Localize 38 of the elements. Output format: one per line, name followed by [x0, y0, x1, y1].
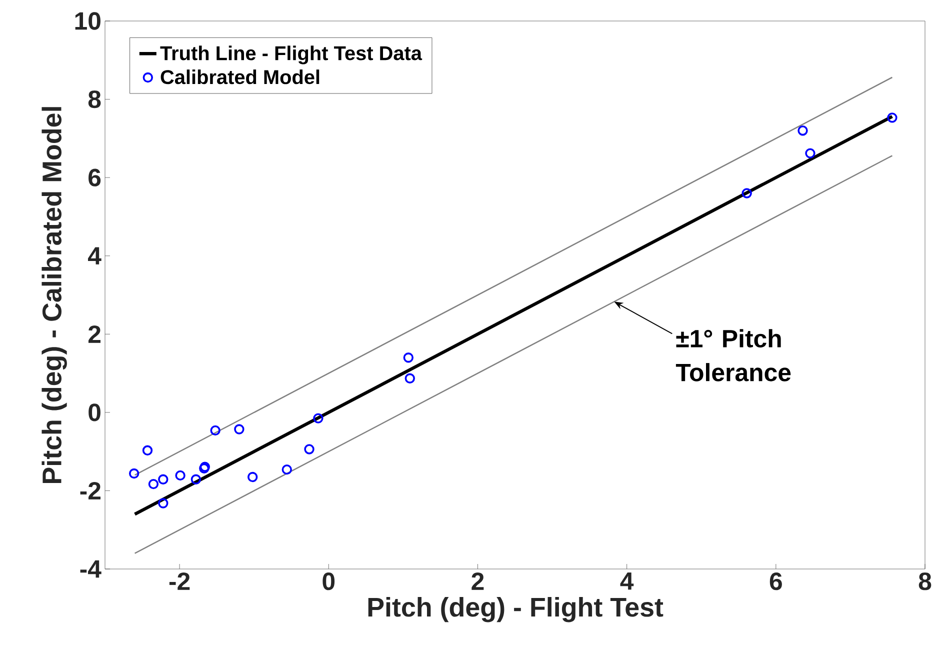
y-tick-label: 6	[88, 168, 101, 186]
y-tick-label: 4	[88, 247, 102, 264]
y-tick-label: 8	[88, 90, 101, 108]
point	[742, 188, 752, 198]
legend-label: Calibrated Model	[160, 70, 320, 84]
x-tick-label: 2	[472, 572, 484, 590]
point	[234, 424, 244, 434]
point	[148, 478, 159, 490]
point	[798, 125, 808, 136]
annotation: ±1° Pitch Tolerance	[676, 329, 791, 382]
x-tick-label: 0	[322, 572, 335, 590]
y-tick-label: 2	[88, 325, 100, 343]
point	[190, 474, 202, 484]
y-tick-label: 10	[75, 12, 100, 30]
x-tick-label: 8	[918, 572, 932, 590]
point	[282, 464, 292, 475]
y-tick-label: -4	[80, 560, 102, 578]
y-axis-title: Pitch (deg) - Calibrated Model	[42, 107, 67, 483]
x-axis-title: Pitch (deg) - Flight Test	[368, 596, 664, 622]
point	[175, 470, 186, 481]
point	[158, 498, 168, 508]
point	[313, 413, 324, 424]
point	[805, 148, 816, 158]
point	[887, 112, 898, 123]
point	[248, 472, 258, 482]
point	[210, 425, 220, 436]
point	[158, 474, 168, 484]
y-tick-label: 0	[88, 404, 100, 422]
x-tick-label: 4	[620, 572, 634, 590]
point	[304, 444, 314, 454]
legend-label: Truth Line - Flight Test Data	[160, 46, 422, 64]
point	[142, 445, 153, 456]
point	[128, 468, 140, 479]
point	[404, 373, 415, 384]
point	[403, 352, 414, 363]
x-tick-label: -2	[169, 572, 190, 590]
y-tick-label: -2	[80, 482, 100, 500]
x-tick-label: 6	[770, 572, 782, 590]
